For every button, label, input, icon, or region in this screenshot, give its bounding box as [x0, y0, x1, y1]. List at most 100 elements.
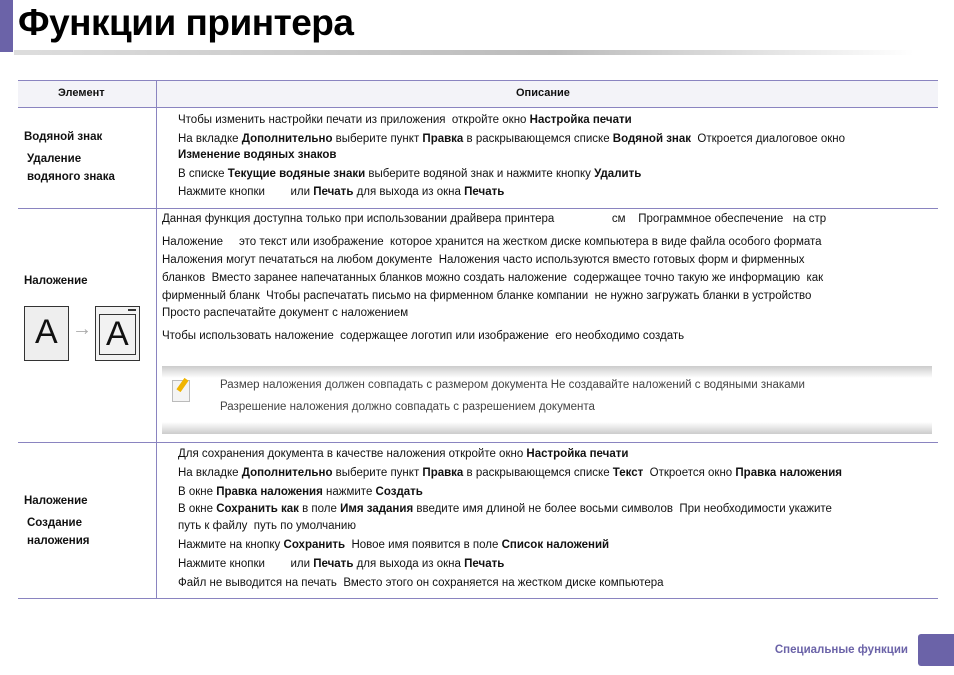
- description-line: Наложение это текст или изображение кото…: [162, 236, 822, 248]
- ui-term: Водяной знак: [612, 133, 692, 145]
- ui-term: Сохранить: [283, 539, 346, 551]
- description-line: В списке Текущие водяные знаки выберите …: [178, 168, 641, 180]
- letter: A: [35, 313, 58, 351]
- ui-term: Печать: [313, 186, 354, 198]
- element-label: Удаление: [27, 153, 82, 165]
- letter: A: [106, 315, 129, 353]
- text: Нажмите кнопки или: [178, 558, 314, 570]
- arrow-right-icon: →: [72, 318, 92, 340]
- text: В окне: [178, 486, 217, 498]
- description-line: Для сохранения документа в качестве нало…: [178, 448, 628, 460]
- text: В окне: [178, 503, 217, 515]
- text: нажмите: [322, 486, 376, 498]
- description-line: Просто распечатайте документ с наложение…: [162, 307, 408, 319]
- ui-term: Правка наложения: [735, 467, 843, 479]
- element-label: Водяной знак: [24, 131, 103, 143]
- title-rule: [14, 50, 914, 55]
- ui-term: Список наложений: [501, 539, 610, 551]
- description-line: Нажмите кнопки или Печать для выхода из …: [178, 558, 504, 570]
- text: В списке: [178, 168, 228, 180]
- text: Файл не выводится на печать Вместо этого…: [178, 577, 664, 589]
- ui-term: Удалить: [594, 168, 642, 180]
- text: Просто распечатайте документ с наложение…: [162, 307, 409, 319]
- text: в раскрывающемся списке: [463, 467, 613, 479]
- table-header: [18, 80, 938, 107]
- text: На вкладке: [178, 133, 242, 145]
- text: выберите водяной знак и нажмите кнопку: [365, 168, 595, 180]
- text: для выхода из окна: [353, 186, 465, 198]
- page-number-box: [918, 634, 954, 666]
- text: Нажмите кнопки или: [178, 186, 314, 198]
- header-description: Описание: [516, 87, 570, 99]
- note-line: Разрешение наложения должно совпадать с …: [220, 401, 595, 413]
- element-cell: Водяной знак Удаление водяного знака: [24, 128, 115, 186]
- ui-term: Печать: [313, 558, 354, 570]
- description-line: бланков Вместо заранее напечатанных блан…: [162, 272, 823, 284]
- divider: [18, 208, 938, 209]
- text: путь к файлу путь по умолчанию: [178, 520, 356, 532]
- text: Для сохранения документа в качестве нало…: [178, 448, 527, 460]
- description-line: Чтобы использовать наложение содержащее …: [162, 330, 684, 342]
- description-line: На вкладке Дополнительно выберите пункт …: [178, 133, 845, 145]
- description-line: На вкладке Дополнительно выберите пункт …: [178, 467, 842, 479]
- page-title: Функции принтера: [18, 2, 354, 43]
- element-cell: Наложение: [24, 272, 88, 290]
- ui-term: Создать: [375, 486, 423, 498]
- ui-term: Текущие водяные знаки: [227, 168, 366, 180]
- description-line: Наложения могут печататься на любом доку…: [162, 254, 804, 266]
- element-label: Наложение: [24, 275, 88, 287]
- divider: [18, 442, 938, 443]
- element-label: Создание: [27, 517, 83, 529]
- element-label: наложения: [27, 535, 90, 547]
- accent-bar: [0, 0, 13, 52]
- element-label: водяного знака: [27, 171, 115, 183]
- ui-term: Сохранить как: [216, 503, 299, 515]
- text: в раскрывающемся списке: [463, 133, 613, 145]
- text: На вкладке: [178, 467, 242, 479]
- footer-section-link[interactable]: Специальные функции: [774, 644, 908, 656]
- description-line: Данная функция доступна только при испол…: [162, 213, 826, 225]
- note-box: Размер наложения должен совпадать с разм…: [162, 366, 932, 434]
- divider: [18, 598, 938, 599]
- ui-term: Текст: [612, 467, 644, 479]
- note-line: Размер наложения должен совпадать с разм…: [220, 379, 805, 391]
- ui-term: Печать: [464, 558, 505, 570]
- ui-term: Печать: [464, 186, 505, 198]
- column-divider: [156, 80, 157, 599]
- element-label: Наложение: [24, 495, 88, 507]
- text: фирменный бланк Чтобы распечатать письмо…: [162, 290, 812, 302]
- element-cell: Наложение Создание наложения: [24, 492, 90, 550]
- text: Чтобы использовать наложение содержащее …: [162, 330, 685, 342]
- ui-term: Правка: [422, 133, 464, 145]
- ui-term: Настройка печати: [529, 114, 632, 126]
- text: для выхода из окна: [353, 558, 465, 570]
- text: Данная функция доступна только при испол…: [162, 213, 827, 225]
- divider: [18, 80, 938, 81]
- note-pencil-icon: [172, 377, 190, 402]
- description-line: Чтобы изменить настройки печати из прило…: [178, 114, 632, 126]
- ui-term: Настройка печати: [526, 448, 629, 460]
- description-line: путь к файлу путь по умолчанию: [178, 520, 356, 532]
- text: Откроется диалоговое окно: [691, 133, 846, 145]
- text: введите имя длиной не более восьми симво…: [413, 503, 832, 515]
- ui-term: Изменение водяных знаков: [178, 149, 337, 161]
- description-line: Нажмите кнопки или Печать для выхода из …: [178, 186, 504, 198]
- text: в поле: [298, 503, 341, 515]
- text: бланков Вместо заранее напечатанных блан…: [162, 272, 824, 284]
- ui-term: Имя задания: [340, 503, 414, 515]
- text: выберите пункт: [332, 133, 423, 145]
- description-line: Файл не выводится на печать Вместо этого…: [178, 577, 664, 589]
- description-line: В окне Сохранить как в поле Имя задания …: [178, 503, 832, 515]
- text: Наложения могут печататься на любом доку…: [162, 254, 805, 266]
- text: выберите пункт: [332, 467, 423, 479]
- text: Откроется окно: [643, 467, 736, 479]
- ui-term: Правка наложения: [216, 486, 323, 498]
- ui-term: Дополнительно: [241, 133, 333, 145]
- ui-term: Дополнительно: [241, 467, 333, 479]
- header-element: Элемент: [58, 87, 105, 99]
- description-line: Нажмите на кнопку Сохранить Новое имя по…: [178, 539, 609, 551]
- description-line: В окне Правка наложения нажмите Создать: [178, 486, 423, 498]
- description-line: фирменный бланк Чтобы распечатать письмо…: [162, 290, 811, 302]
- text: Чтобы изменить настройки печати из прило…: [178, 114, 530, 126]
- ui-term: Правка: [422, 467, 464, 479]
